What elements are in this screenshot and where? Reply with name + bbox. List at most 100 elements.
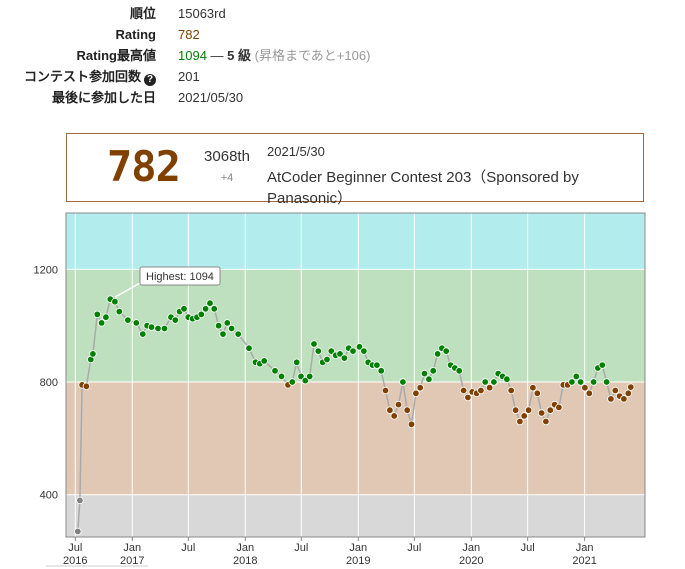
data-point-12[interactable]: [124, 316, 132, 324]
data-point-3[interactable]: [82, 382, 91, 390]
data-point-40[interactable]: [277, 372, 286, 381]
data-point-99[interactable]: [537, 409, 546, 417]
data-point-29[interactable]: [210, 305, 218, 313]
data-point-75[interactable]: [433, 350, 442, 358]
data-point-7[interactable]: [97, 319, 106, 327]
data-point-106[interactable]: [568, 378, 576, 386]
data-point-56[interactable]: [349, 347, 357, 355]
data-point-107[interactable]: [572, 372, 580, 381]
card-date: 2021/5/30: [267, 144, 325, 159]
data-point-108[interactable]: [576, 378, 585, 386]
data-point-71[interactable]: [416, 384, 424, 392]
data-point-13[interactable]: [132, 319, 140, 327]
data-point-31[interactable]: [219, 330, 227, 338]
data-point-57[interactable]: [355, 343, 364, 351]
data-point-94[interactable]: [516, 417, 524, 426]
data-point-33[interactable]: [227, 324, 236, 333]
data-point-42[interactable]: [288, 378, 296, 386]
data-point-66[interactable]: [394, 400, 403, 409]
data-point-45[interactable]: [301, 376, 309, 385]
data-point-93[interactable]: [511, 406, 520, 414]
data-point-39[interactable]: [271, 367, 279, 375]
data-point-91[interactable]: [503, 375, 511, 383]
data-point-95[interactable]: [520, 412, 528, 420]
data-point-101[interactable]: [546, 406, 554, 414]
data-point-5[interactable]: [89, 350, 97, 358]
data-point-64[interactable]: [386, 406, 394, 414]
x-tick-label-7: Jan: [462, 542, 480, 554]
data-point-6[interactable]: [93, 310, 101, 319]
data-point-20[interactable]: [171, 316, 179, 324]
data-point-0[interactable]: [74, 527, 82, 536]
data-point-81[interactable]: [459, 386, 468, 395]
data-point-58[interactable]: [360, 347, 368, 355]
data-point-54[interactable]: [340, 354, 349, 362]
data-point-74[interactable]: [429, 367, 437, 375]
data-point-65[interactable]: [390, 412, 398, 420]
data-point-73[interactable]: [425, 375, 433, 383]
data-point-51[interactable]: [327, 347, 335, 355]
x-tick-label-5: Jan: [349, 542, 367, 554]
data-point-77[interactable]: [442, 347, 450, 355]
data-point-63[interactable]: [381, 386, 390, 395]
data-point-86[interactable]: [481, 378, 489, 386]
data-point-97[interactable]: [529, 384, 537, 392]
data-point-109[interactable]: [581, 384, 589, 392]
data-point-92[interactable]: [507, 386, 515, 395]
data-point-32[interactable]: [223, 319, 231, 327]
contest-count-value: 201: [178, 69, 200, 84]
data-point-62[interactable]: [377, 367, 385, 375]
data-point-114[interactable]: [602, 378, 611, 386]
data-point-80[interactable]: [455, 367, 463, 375]
data-point-96[interactable]: [524, 406, 533, 414]
data-point-118[interactable]: [620, 395, 628, 403]
card-contest-name[interactable]: AtCoder Beginner Contest 203（Sponsored b…: [267, 169, 579, 207]
highest-label-box: [139, 266, 221, 286]
data-point-116[interactable]: [611, 386, 619, 395]
data-point-115[interactable]: [607, 395, 615, 403]
data-point-120[interactable]: [627, 383, 635, 391]
data-point-11[interactable]: [115, 307, 123, 316]
data-point-26[interactable]: [197, 310, 205, 319]
data-point-10[interactable]: [111, 298, 119, 306]
data-point-43[interactable]: [293, 358, 301, 366]
data-point-48[interactable]: [314, 347, 322, 355]
data-point-61[interactable]: [373, 361, 381, 369]
data-point-16[interactable]: [147, 323, 156, 331]
data-point-8[interactable]: [102, 313, 110, 321]
data-point-46[interactable]: [306, 372, 314, 381]
data-point-111[interactable]: [589, 378, 598, 386]
data-point-70[interactable]: [412, 389, 420, 397]
data-point-87[interactable]: [485, 384, 494, 392]
data-point-68[interactable]: [403, 406, 411, 414]
data-point-28[interactable]: [206, 299, 214, 307]
data-point-30[interactable]: [214, 322, 223, 330]
data-point-67[interactable]: [399, 378, 407, 386]
data-point-34[interactable]: [234, 330, 242, 338]
data-point-47[interactable]: [310, 340, 318, 348]
data-point-113[interactable]: [598, 361, 606, 369]
data-point-18[interactable]: [160, 324, 169, 333]
data-point-53[interactable]: [336, 350, 344, 358]
data-point-69[interactable]: [407, 420, 416, 428]
data-point-1[interactable]: [76, 496, 84, 505]
data-point-98[interactable]: [533, 389, 541, 397]
data-point-88[interactable]: [490, 378, 498, 386]
data-point-103[interactable]: [555, 403, 563, 412]
max-rating-value-group: 1094 — 5 級 (昇格まであと+106): [178, 46, 370, 66]
data-point-82[interactable]: [464, 393, 472, 402]
x-tick-label-8: Jul: [521, 542, 535, 554]
data-point-27[interactable]: [201, 305, 210, 313]
data-point-17[interactable]: [154, 324, 162, 333]
data-point-50[interactable]: [323, 355, 331, 364]
data-point-38[interactable]: [260, 357, 268, 365]
data-point-14[interactable]: [139, 330, 147, 338]
data-point-110[interactable]: [585, 389, 593, 397]
data-point-22[interactable]: [180, 305, 188, 313]
data-point-100[interactable]: [542, 417, 550, 426]
data-point-119[interactable]: [624, 389, 632, 397]
data-point-85[interactable]: [477, 386, 485, 395]
help-icon[interactable]: ?: [144, 74, 156, 86]
data-point-72[interactable]: [420, 369, 429, 378]
data-point-35[interactable]: [245, 344, 253, 352]
